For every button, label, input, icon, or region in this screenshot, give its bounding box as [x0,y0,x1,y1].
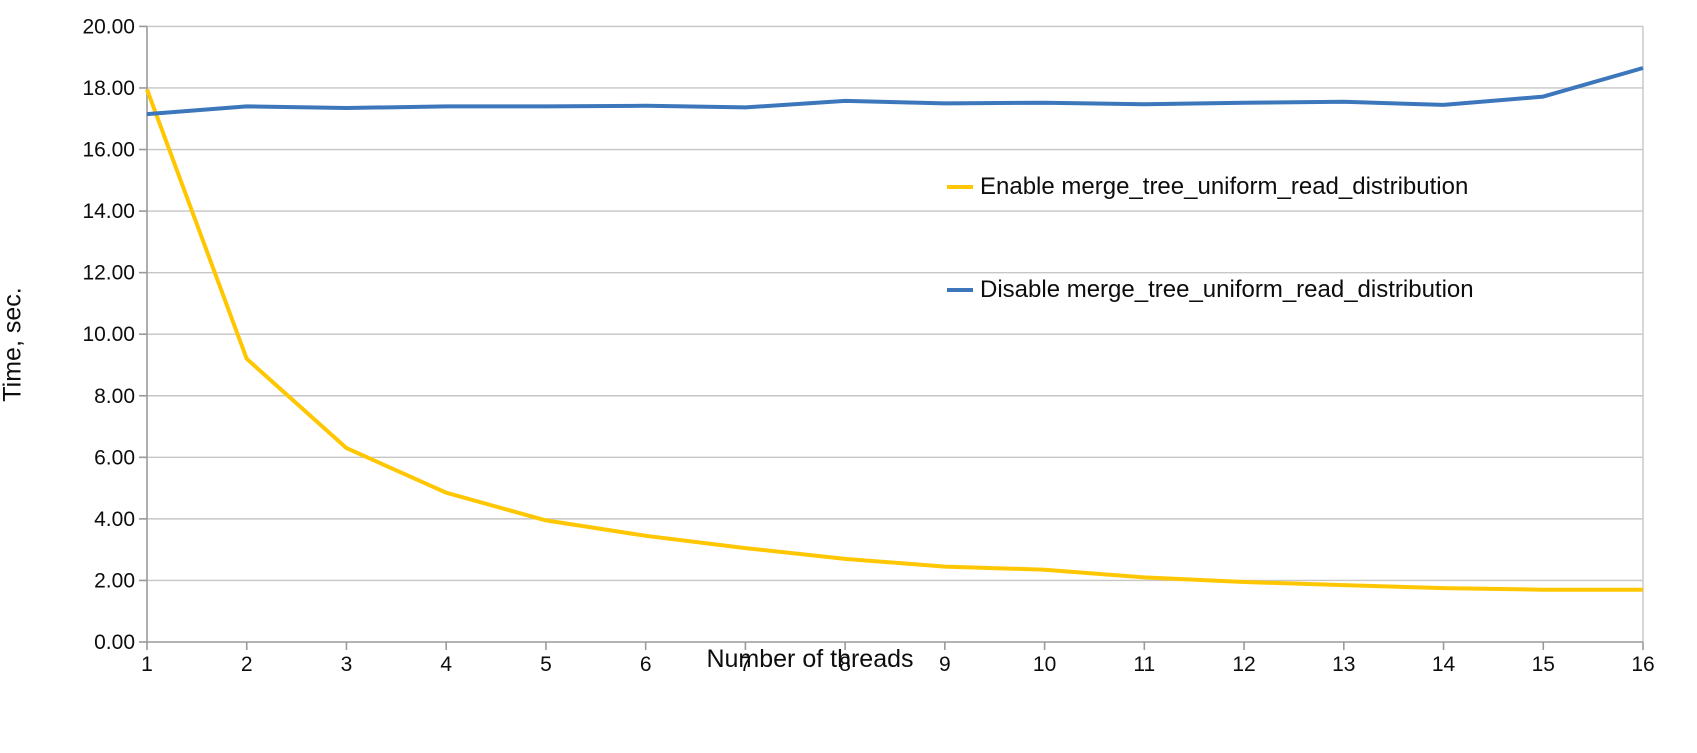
y-tick-label: 10.00 [82,323,135,346]
x-tick-label: 4 [440,653,452,676]
x-tick-label: 2 [241,653,253,676]
x-tick-label: 16 [1631,653,1654,676]
x-tick-label: 13 [1332,653,1355,676]
y-tick-label: 18.00 [82,77,135,100]
y-tick-label: 16.00 [82,139,135,162]
series-line-enable [145,88,1643,592]
x-tick-label: 1 [141,653,153,676]
x-tick-label: 12 [1232,653,1255,676]
x-tick-label: 14 [1432,653,1456,676]
y-tick-label: 12.00 [82,262,135,285]
y-tick-label: 6.00 [94,446,135,469]
legend-item-enable: Enable merge_tree_uniform_read_distribut… [947,173,1468,201]
y-axis-title: Time, sec. [0,287,27,402]
legend-item-disable: Disable merge_tree_uniform_read_distribu… [947,276,1474,304]
y-tick-label: 20.00 [82,15,135,38]
x-tick-label: 7 [740,653,752,676]
y-tick-label: 4.00 [94,508,135,531]
legend-label-enable: Enable merge_tree_uniform_read_distribut… [980,173,1469,200]
enable-series-swatch-icon [947,185,973,189]
x-tick-label: 3 [341,653,353,676]
y-tick-label: 14.00 [82,200,135,223]
x-tick-label: 15 [1532,653,1555,676]
x-tick-label: 9 [939,653,951,676]
x-tick-label: 6 [640,653,652,676]
series-line-disable [146,66,1644,117]
y-tick-label: 0.00 [94,631,135,654]
y-tick-label: 2.00 [94,569,135,592]
legend-label-disable: Disable merge_tree_uniform_read_distribu… [980,276,1474,303]
x-tick-label: 8 [839,653,851,676]
x-axis-title: Number of threads [706,645,914,673]
disable-series-swatch-icon [947,288,973,292]
x-tick-label: 11 [1133,653,1155,676]
y-tick-label: 8.00 [94,385,135,408]
x-tick-label: 10 [1033,653,1056,676]
x-tick-label: 5 [540,653,552,676]
